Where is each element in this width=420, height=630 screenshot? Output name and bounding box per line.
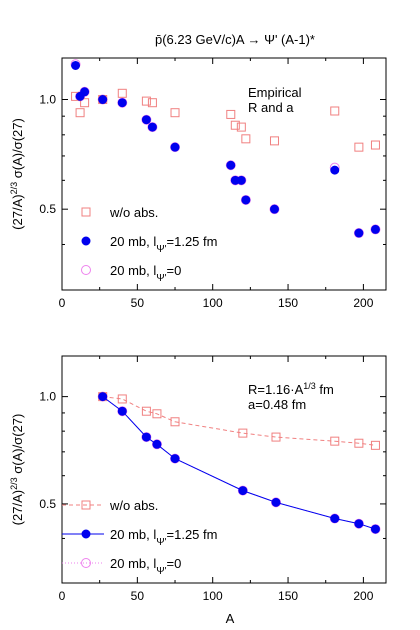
legend-label: w/o abs. <box>109 205 158 220</box>
data-point <box>330 106 340 116</box>
x-axis-label: A <box>226 611 235 626</box>
legend-entry: w/o abs. <box>81 205 158 220</box>
data-point <box>98 392 108 402</box>
x-tick-label: 50 <box>131 589 145 603</box>
top-panel: 0 50 100 150 200 0.5 1.0 (27/A)2/3 σ(A)/σ(27) Em… <box>9 57 387 310</box>
data-point <box>147 122 157 132</box>
data-point <box>141 406 151 416</box>
data-point <box>170 417 180 427</box>
y-tick-label: 1.0 <box>39 93 56 107</box>
data-point <box>269 136 279 146</box>
data-point <box>271 497 281 507</box>
series-1 <box>98 392 380 534</box>
series-1 <box>71 60 380 238</box>
x-tick-label: 0 <box>59 589 66 603</box>
data-point <box>241 195 251 205</box>
data-point <box>75 108 85 118</box>
data-point <box>269 204 279 214</box>
data-point <box>80 98 90 108</box>
data-point <box>354 438 364 448</box>
x-tick-label: 150 <box>278 296 298 310</box>
data-point <box>81 236 91 246</box>
data-point <box>354 519 364 529</box>
data-point <box>236 122 246 132</box>
legend-entry: 20 mb, lΨ'=1.25 fm <box>62 527 217 548</box>
data-point <box>230 120 240 130</box>
data-point <box>354 142 364 152</box>
x-tick-label: 200 <box>353 589 373 603</box>
data-point <box>117 406 127 416</box>
x-tick-label: 150 <box>278 589 298 603</box>
data-point <box>330 514 340 524</box>
data-point <box>98 95 108 105</box>
legend-label: 20 mb, lΨ'=0 <box>110 263 181 284</box>
data-point <box>81 529 91 539</box>
data-point <box>238 428 248 438</box>
y-tick-label: 0.5 <box>39 202 56 216</box>
legend-label: 20 mb, lΨ'=1.25 fm <box>110 527 217 548</box>
data-point <box>141 96 151 106</box>
data-point <box>170 142 180 152</box>
x-tick-label: 50 <box>131 296 145 310</box>
data-point <box>241 134 251 144</box>
data-point <box>370 224 380 234</box>
data-point <box>152 439 162 449</box>
series-line <box>102 396 376 530</box>
legend-entry: w/o abs. <box>62 498 158 513</box>
data-point <box>330 436 340 446</box>
data-point <box>226 109 236 119</box>
data-point <box>170 108 180 118</box>
data-point <box>226 160 236 170</box>
legend-entry: 20 mb, lΨ'=1.25 fm <box>81 234 217 255</box>
y-tick-label: 0.5 <box>39 497 56 511</box>
annotation-text: a=0.48 fm <box>248 397 306 412</box>
annotation-text: R=1.16·A1/3 fm <box>248 381 334 397</box>
data-point <box>370 524 380 534</box>
data-point <box>141 432 151 442</box>
y-axis-label: (27/A)2/3 σ(A)/σ(27) <box>9 118 25 230</box>
data-point <box>236 175 246 185</box>
plot-frame <box>61 355 387 584</box>
figure-title: p̄(6.23 GeV/c)A → Ψ' (A-1)* <box>155 32 315 47</box>
data-point <box>141 115 151 125</box>
series-0 <box>98 392 380 450</box>
data-point <box>117 88 127 98</box>
data-point <box>170 454 180 464</box>
data-point <box>81 265 91 275</box>
data-point <box>370 140 380 150</box>
data-point <box>71 60 81 70</box>
x-tick-label: 100 <box>203 296 223 310</box>
data-point <box>80 87 90 97</box>
series-0 <box>71 88 380 152</box>
data-point <box>81 500 91 510</box>
plot-frame <box>61 57 387 291</box>
x-tick-label: 0 <box>59 296 66 310</box>
data-point <box>117 394 127 404</box>
data-point <box>370 440 380 450</box>
data-point <box>152 409 162 419</box>
y-axis-label: (27/A)2/3 σ(A)/σ(27) <box>9 414 25 526</box>
legend-label: 20 mb, lΨ'=0 <box>110 556 181 577</box>
annotation-text: R and a <box>248 100 294 115</box>
x-tick-label: 100 <box>203 589 223 603</box>
legend-entry: 20 mb, lΨ'=0 <box>81 263 181 284</box>
data-point <box>81 558 91 568</box>
data-point <box>271 432 281 442</box>
data-point <box>354 228 364 238</box>
data-point <box>330 165 340 175</box>
legend-label: 20 mb, lΨ'=1.25 fm <box>110 234 217 255</box>
y-tick-label: 1.0 <box>39 390 56 404</box>
x-tick-label: 200 <box>353 296 373 310</box>
legend-entry: 20 mb, lΨ'=0 <box>62 556 181 577</box>
legend-label: w/o abs. <box>109 498 158 513</box>
data-point <box>81 207 91 217</box>
data-point <box>238 486 248 496</box>
data-point <box>147 98 157 108</box>
bottom-panel: 0 50 100 150 200 0.5 1.0 (27/A)2/3 σ(A)/σ(27) R=… <box>9 355 387 603</box>
annotation-text: Empirical <box>248 85 302 100</box>
data-point <box>117 98 127 108</box>
